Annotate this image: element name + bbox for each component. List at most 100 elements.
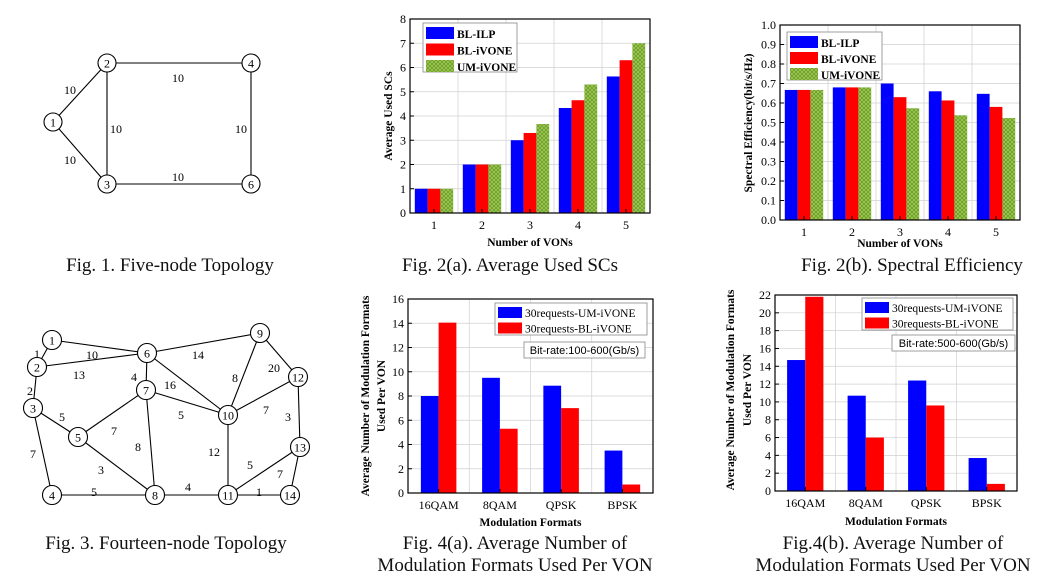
node-1 bbox=[41, 329, 63, 351]
link-weight-label: 14 bbox=[192, 348, 204, 362]
y-tick-label: 0.8 bbox=[761, 57, 776, 71]
legend-swatch bbox=[426, 60, 454, 72]
legend: BL-ILP BL-iVONE UM-iVONE bbox=[422, 22, 518, 74]
y-tick-label: 4 bbox=[400, 109, 406, 123]
link-weight-label: 8 bbox=[135, 440, 141, 454]
legend-label: BL-ILP bbox=[457, 29, 495, 41]
node-2 bbox=[26, 356, 48, 378]
legend-swatch bbox=[790, 36, 818, 48]
bar-um-ivone-5 bbox=[1002, 118, 1016, 220]
bar-bl-ivone-5 bbox=[619, 60, 633, 213]
link-5-8 bbox=[77, 436, 156, 496]
node-label: 9 bbox=[257, 327, 263, 341]
legend: 30requests-UM-iVONE 30requests-BL-iVONE bbox=[494, 302, 648, 336]
bar-30requests-um-ivone-qpsk bbox=[543, 385, 562, 493]
node-label: 8 bbox=[152, 489, 158, 503]
legend-swatch bbox=[790, 52, 818, 64]
bar-bl-ilp-3 bbox=[880, 83, 894, 220]
legend-label: 30requests-UM-iVONE bbox=[525, 308, 636, 320]
y-tick-label: 2 bbox=[400, 158, 406, 172]
link-weight-label: 5 bbox=[59, 410, 65, 424]
node-3 bbox=[22, 397, 44, 419]
y-tick-label: 0 bbox=[398, 486, 404, 500]
node-label: 11 bbox=[222, 489, 234, 503]
bar-bl-ivone-2 bbox=[475, 164, 489, 213]
node-1 bbox=[43, 112, 63, 132]
y-tick-label: 0.4 bbox=[761, 135, 776, 149]
y-tick-label: 10 bbox=[392, 365, 404, 379]
link-weight-label: 16 bbox=[164, 378, 176, 392]
x-tick-label: 4 bbox=[945, 225, 951, 239]
y-tick-label: 16 bbox=[392, 292, 404, 306]
link-7-8 bbox=[145, 389, 156, 496]
bar-bl-ivone-2 bbox=[845, 87, 859, 221]
bar-bl-ilp-1 bbox=[414, 188, 428, 213]
fig4a-caption-line1: Fig. 4(a). Average Number of bbox=[402, 533, 628, 554]
link-weight-label: 1 bbox=[256, 485, 262, 499]
legend-swatch bbox=[426, 27, 454, 39]
link-weight-label: 10 bbox=[110, 122, 122, 136]
node-label: 14 bbox=[284, 489, 296, 503]
node-6 bbox=[241, 174, 261, 194]
link-weight-label: 10 bbox=[64, 83, 76, 97]
legend-swatch bbox=[426, 43, 454, 56]
link-weight-label: 7 bbox=[277, 467, 283, 481]
bar-30requests-bl-ivone-16qam bbox=[805, 296, 824, 491]
y-tick-label: 0.3 bbox=[761, 155, 776, 169]
bar-um-ivone-5 bbox=[632, 43, 646, 213]
bar-bl-ilp-3 bbox=[510, 140, 524, 213]
bar-bl-ilp-2 bbox=[462, 164, 476, 213]
node-label: 4 bbox=[248, 57, 254, 71]
y-axis-title: Average Number of Modulation Formats bbox=[360, 295, 372, 496]
x-tick-label: 1 bbox=[801, 225, 807, 239]
node-label: 10 bbox=[222, 409, 234, 423]
x-tick-label: QPSK bbox=[911, 496, 942, 510]
fig2b-chart: 0.0 0.1 0.2 0.3 0.4 0.5 0.6 0.7 0.8 0.9 1.0 1 2 3 4 5 Nu… bbox=[743, 18, 1021, 250]
bar-30requests-bl-ivone-qpsk bbox=[561, 408, 579, 493]
x-axis-title: Number of VONs bbox=[857, 238, 943, 250]
bar-30requests-um-ivone-16qam bbox=[420, 396, 439, 493]
y-tick-label: 0.9 bbox=[761, 38, 776, 52]
y-tick-label: 0.5 bbox=[761, 116, 776, 130]
link-weight-label: 5 bbox=[178, 408, 184, 422]
bar-um-ivone-4 bbox=[954, 115, 968, 220]
node-label: 7 bbox=[143, 384, 149, 398]
legend-label: UM-iVONE bbox=[821, 70, 881, 82]
x-tick-label: 8QAM bbox=[483, 498, 517, 512]
y-tick-label: 1 bbox=[400, 182, 406, 196]
y-tick-label: 22 bbox=[759, 288, 771, 302]
y-tick-label: 20 bbox=[759, 306, 771, 320]
y-tick-label: 0.1 bbox=[761, 194, 776, 208]
link-weight-label: 5 bbox=[91, 485, 97, 499]
node-8 bbox=[144, 484, 166, 506]
link-2-6 bbox=[36, 352, 148, 368]
link-weight-label: 1 bbox=[34, 347, 40, 361]
bar-30requests-bl-ivone-8qam bbox=[865, 437, 884, 491]
node-label: 1 bbox=[49, 334, 55, 348]
bar-bl-ivone-4 bbox=[941, 100, 955, 220]
y-tick-label: 12 bbox=[759, 377, 771, 391]
bar-um-ivone-3 bbox=[536, 124, 550, 213]
bar-um-ivone-4 bbox=[584, 84, 598, 213]
five-node-topology: 10 10 10 10 10 10 1 2 3 4 6 bbox=[43, 53, 261, 194]
bar-30requests-um-ivone-bpsk bbox=[968, 458, 987, 491]
bar-bl-ivone-5 bbox=[989, 106, 1003, 220]
x-tick-label: 16QAM bbox=[419, 498, 459, 512]
x-tick-label: 4 bbox=[575, 218, 581, 232]
link-weight-label: 2 bbox=[27, 384, 33, 398]
link-6-9 bbox=[146, 332, 261, 354]
bar-30requests-bl-ivone-8qam bbox=[499, 428, 518, 493]
bar-bl-ivone-3 bbox=[523, 132, 537, 213]
node-12 bbox=[287, 366, 309, 388]
link-weight-label: 7 bbox=[111, 424, 117, 438]
y-axis-title: Used Per VON bbox=[742, 353, 754, 426]
y-tick-label: 4 bbox=[765, 448, 771, 462]
node-label: 4 bbox=[49, 489, 55, 503]
link-1-3 bbox=[52, 121, 108, 185]
y-axis-title: Spectral Efficiency(bit/s/Hz) bbox=[743, 53, 755, 192]
link-weight-label: 10 bbox=[86, 348, 98, 362]
y-tick-label: 7 bbox=[400, 36, 406, 50]
x-axis-title: Number of VONs bbox=[487, 237, 573, 249]
